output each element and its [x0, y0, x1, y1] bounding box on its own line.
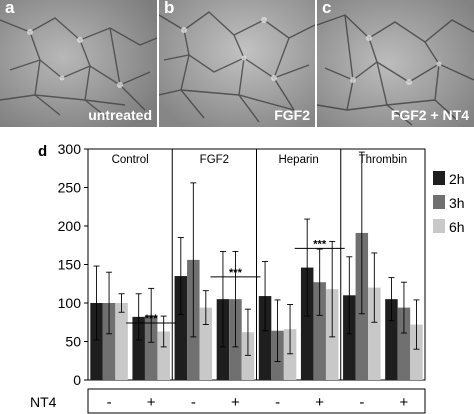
legend-label: 3h	[449, 195, 465, 211]
nt4-state-label: -	[191, 394, 196, 411]
legend-swatch-2h	[433, 171, 445, 185]
bar-3h	[144, 315, 158, 380]
y-tick-label: 200	[58, 218, 82, 234]
significance-label: ***	[145, 313, 159, 325]
nt4-state-label: +	[400, 394, 409, 411]
y-tick-label: 100	[58, 295, 82, 311]
micrograph-panel-fgf2-nt4: c FGF2 + NT4	[317, 0, 474, 127]
panel-letter: a	[5, 0, 15, 17]
bar-6h	[241, 332, 255, 380]
micrograph-image	[0, 0, 157, 127]
group-label: FGF2	[200, 154, 229, 166]
nt4-row-box	[87, 388, 426, 414]
significance-label: ***	[313, 238, 327, 250]
bar-6h	[410, 324, 423, 380]
bar-3h	[397, 307, 411, 380]
y-tick-label: 300	[58, 141, 82, 157]
bar-2h	[90, 303, 103, 380]
bar-6h	[368, 287, 381, 380]
legend-swatch-3h	[433, 195, 445, 209]
micrograph-image	[317, 0, 474, 127]
micrograph-image	[159, 0, 315, 127]
bar-6h	[199, 307, 213, 380]
panel-caption: FGF2	[274, 107, 310, 123]
nt4-state-label: -	[359, 394, 364, 411]
legend-label: 6h	[449, 219, 465, 235]
bar-2h	[343, 295, 356, 380]
group-label: Control	[112, 154, 149, 166]
micrograph-panel-untreated: a untreated	[0, 0, 157, 127]
bar-chart: d 0 50 100 150 200 250 300 Control FGF2 Heparin Thr…	[30, 141, 465, 414]
group-label: Thrombin	[359, 154, 408, 166]
nt4-row-label: NT4	[30, 394, 57, 410]
bar-2h	[132, 316, 145, 380]
bar-3h	[102, 303, 116, 380]
nt4-state-label: +	[147, 394, 156, 411]
y-tick-label: 50	[65, 334, 81, 350]
legend-label: 2h	[449, 171, 465, 187]
y-tick-label: 0	[73, 372, 81, 388]
chart-panel-letter: d	[38, 143, 47, 160]
panel-letter: c	[322, 0, 332, 17]
bar-2h	[174, 276, 188, 380]
bar-3h	[313, 282, 326, 380]
panel-caption: FGF2 + NT4	[390, 107, 469, 123]
y-tick-label: 250	[58, 180, 82, 196]
bar-2h	[300, 267, 314, 380]
y-tick-label: 150	[58, 257, 82, 273]
panel-letter: b	[164, 0, 175, 17]
bar-2h	[258, 296, 272, 380]
nt4-state-label: +	[315, 394, 324, 411]
nt4-state-label: +	[231, 394, 240, 411]
legend-swatch-6h	[433, 219, 445, 233]
micrograph-panel-fgf2: b FGF2	[159, 0, 315, 127]
bar-2h	[385, 299, 398, 380]
nt4-state-label: -	[107, 394, 112, 411]
bar-6h	[115, 303, 128, 380]
group-label: Heparin	[278, 154, 318, 166]
bar-6h	[283, 329, 297, 380]
bar-6h	[157, 331, 170, 380]
nt4-state-label: -	[275, 394, 280, 411]
panel-caption: untreated	[88, 107, 152, 123]
significance-label: ***	[229, 267, 243, 279]
